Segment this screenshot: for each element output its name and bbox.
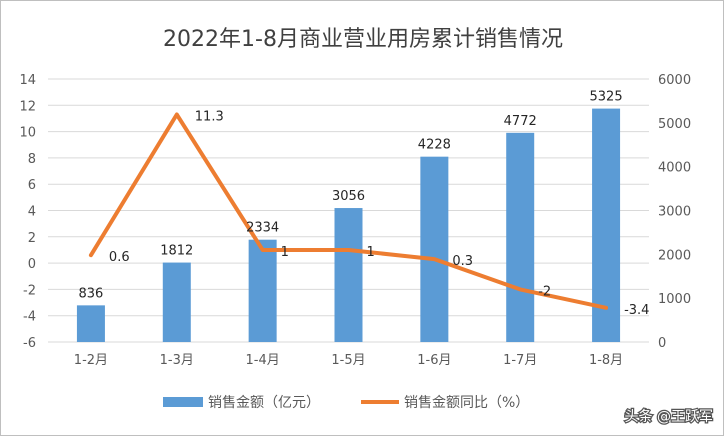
line-data-label: 0.3 [452,254,473,269]
right-tick-label: 6000 [658,73,691,88]
left-tick-label: 8 [28,152,36,167]
chart-title: 2022年1-8月商业营业用房累计销售情况 [163,27,563,52]
bar [77,305,105,342]
left-tick-label: 14 [19,73,36,88]
left-axis: -6 -4 -2 0 2 4 6 8 10 12 14 [19,73,36,351]
right-tick-label: 0 [658,336,666,351]
right-tick-label: 4000 [658,161,691,176]
x-tick-label: 1-6月 [417,353,451,368]
left-tick-label: 0 [28,257,36,272]
bar-data-label: 1812 [160,244,193,259]
legend-swatch-bar [163,397,203,407]
x-tick-label: 1-7月 [503,353,537,368]
x-tick-label: 1-3月 [160,353,194,368]
line-data-label: -2 [538,284,551,299]
bar-data-label: 836 [79,286,104,301]
left-tick-label: 12 [19,99,36,114]
x-axis: 1-2月 1-3月 1-4月 1-5月 1-6月 1-7月 1-8月 [74,353,623,368]
left-tick-label: 10 [19,126,36,141]
x-tick-label: 1-8月 [589,353,623,368]
line-data-label: 1 [367,245,375,260]
watermark: 头条 @王跃军 [625,408,713,425]
bar [335,208,363,342]
right-tick-label: 5000 [658,117,691,132]
line-data-label: 11.3 [195,110,224,125]
line-data-label: -3.4 [624,303,649,318]
x-tick-label: 1-5月 [331,353,365,368]
bar [420,157,448,342]
bar-data-label: 4772 [504,114,537,129]
bar [249,240,277,342]
legend-label-bar: 销售金额（亿元） [208,395,320,411]
left-tick-label: 2 [28,231,36,246]
line-data-label: 1 [281,245,289,260]
right-tick-label: 2000 [658,248,691,263]
right-axis: 0 1000 2000 3000 4000 5000 6000 [658,73,691,351]
bar-data-label: 2334 [246,221,279,236]
bar-data-label: 3056 [332,189,365,204]
left-tick-label: -6 [23,336,36,351]
bar [163,263,191,342]
watermark-text: 头条 @王跃军 [625,408,713,425]
bar-data-label: 4228 [418,138,451,153]
left-tick-label: -4 [23,310,36,325]
bar [506,133,534,342]
x-tick-label: 1-4月 [246,353,280,368]
left-tick-label: -2 [23,283,36,298]
left-tick-label: 4 [28,205,36,220]
right-tick-label: 3000 [658,205,691,220]
bar-data-label: 5325 [590,90,623,105]
legend: 销售金额（亿元） 销售金额同比（%） [163,395,529,411]
left-tick-label: 6 [28,178,36,193]
x-tick-label: 1-2月 [74,353,108,368]
right-tick-label: 1000 [658,292,691,307]
line-data-label: 0.6 [109,250,130,265]
legend-label-line: 销售金额同比（%） [404,395,529,411]
